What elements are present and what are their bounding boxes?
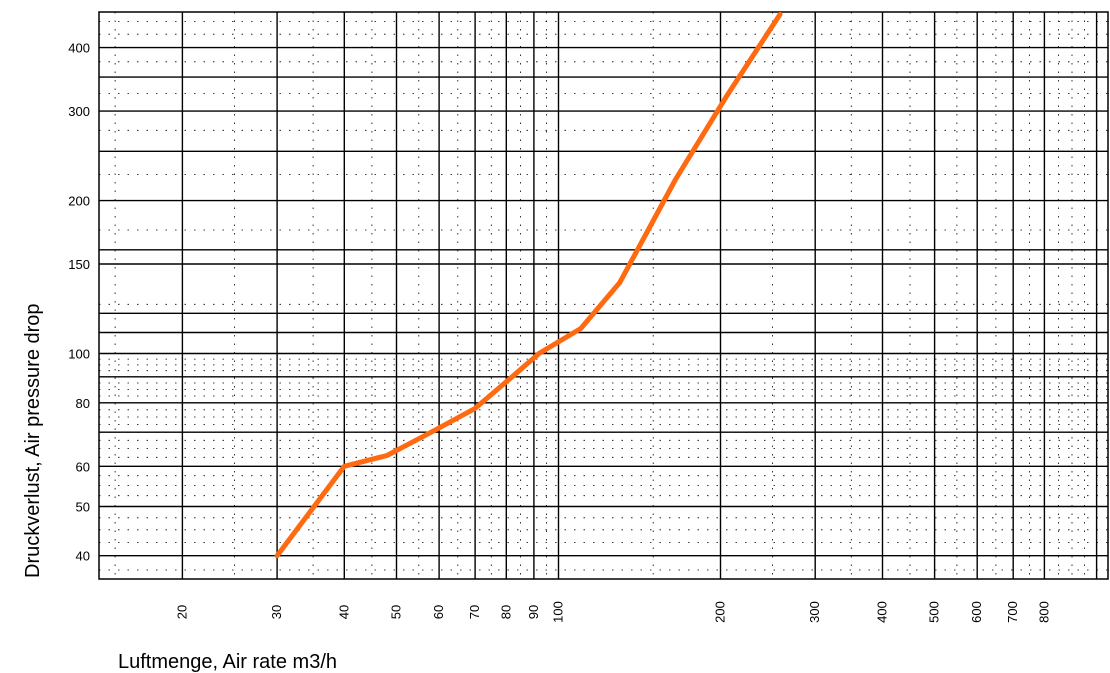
y-tick-label: 150	[68, 257, 90, 272]
y-tick-label: 300	[68, 104, 90, 119]
y-tick-label: 60	[76, 459, 90, 474]
y-tick-label: 100	[68, 347, 90, 362]
grid	[99, 12, 1108, 579]
y-tick-label: 40	[76, 549, 90, 564]
y-tick-label: 400	[68, 41, 90, 56]
y-tick-label: 200	[68, 194, 90, 209]
y-tick-label: 80	[76, 396, 90, 411]
x-tick-label: 100	[551, 601, 566, 623]
x-tick-label: 800	[1036, 601, 1051, 623]
plot-frame	[98, 11, 1109, 580]
series-line	[274, 11, 783, 559]
x-tick-label: 40	[336, 605, 351, 619]
y-tick-label: 50	[76, 500, 90, 515]
x-tick-label: 80	[498, 605, 513, 619]
x-tick-label: 70	[467, 605, 482, 619]
x-tick-label: 600	[969, 601, 984, 623]
series-layer	[274, 11, 783, 559]
x-tick-label: 60	[431, 605, 446, 619]
x-tick-label: 400	[875, 601, 890, 623]
x-tick-labels: 20 30 40 50 60 70 80 90 100 200 300 400 500 600 700 800	[174, 601, 1051, 623]
x-tick-label: 50	[389, 605, 404, 619]
x-tick-label: 300	[807, 601, 822, 623]
x-tick-label: 700	[1005, 601, 1020, 623]
x-tick-label: 20	[174, 605, 189, 619]
x-tick-label: 90	[526, 605, 541, 619]
x-tick-label: 200	[713, 601, 728, 623]
y-axis-title: Druckverlust, Air pressure drop	[22, 303, 44, 578]
y-tick-labels: 40 50 60 80 100 150 200 300 400	[68, 41, 90, 564]
x-tick-label: 500	[927, 601, 942, 623]
x-axis-title: Luftmenge, Air rate m3/h	[118, 651, 337, 673]
x-tick-label: 30	[269, 605, 284, 619]
